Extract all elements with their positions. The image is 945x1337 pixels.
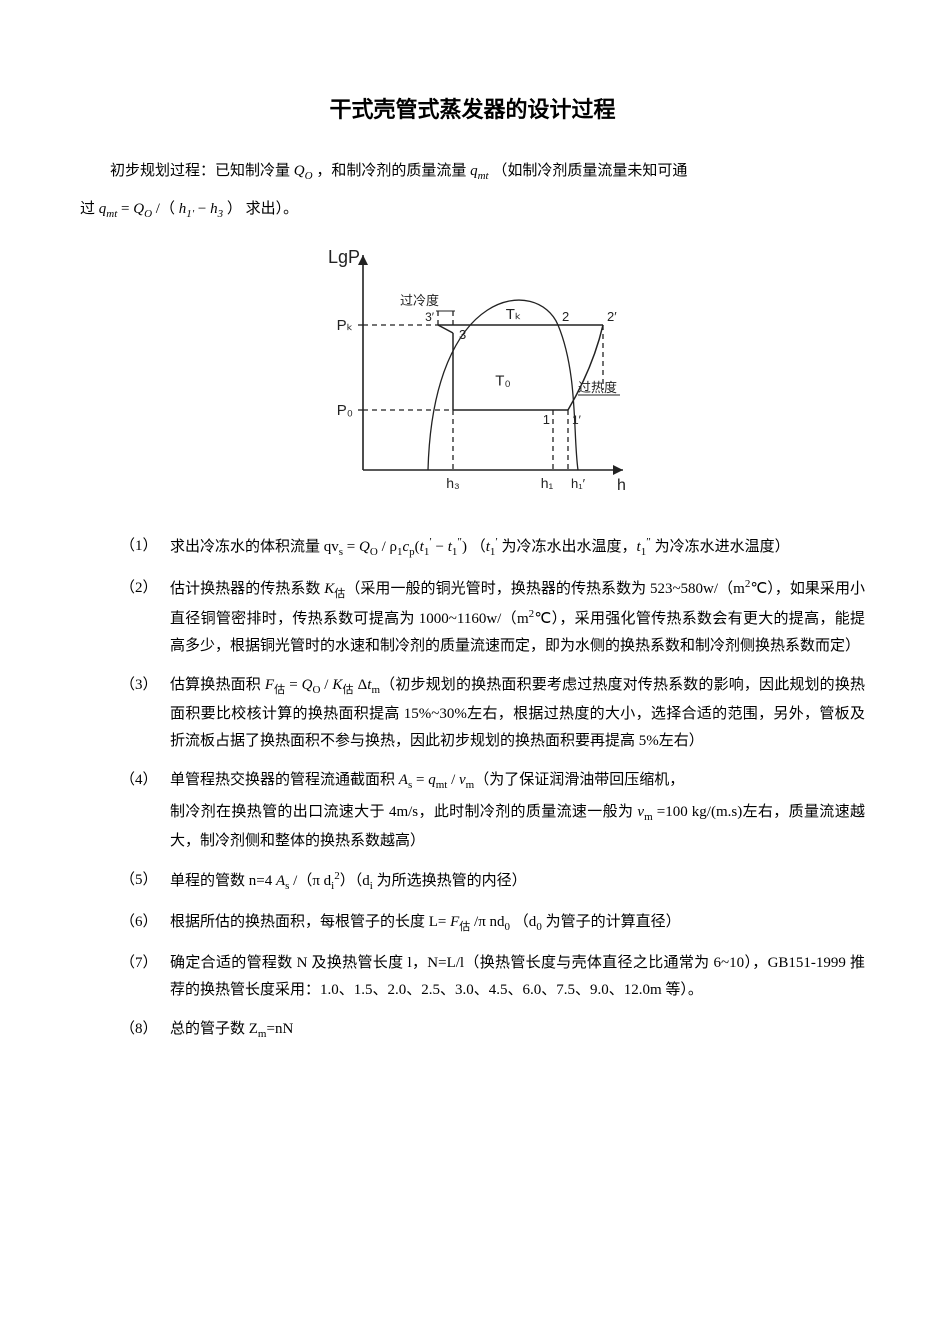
symbol-q: q <box>470 163 478 179</box>
svg-text:过冷度: 过冷度 <box>400 293 439 308</box>
item-body: 总的管子数 Zm=nN <box>170 1016 865 1049</box>
svg-text:3′: 3′ <box>425 310 435 324</box>
item-body: 估算换热面积 F估 = QO / K估 Δtm（初步规划的换热面积要考虑过热度对… <box>170 672 865 759</box>
sub: mt <box>106 208 117 220</box>
text: 初步规划过程：已知制冷量 <box>110 163 294 179</box>
item-text: 估计换热器的传热系数 K估（采用一般的铜光管时，换热器的传热系数为 523~58… <box>170 575 865 660</box>
svg-text:Pₖ: Pₖ <box>336 317 352 334</box>
item-body: 单程的管数 n=4 As /（π di2）（di 为所选换热管的内径） <box>170 867 865 901</box>
item-body: 单管程热交换器的管程流通截面积 As = qmt / vm（为了保证润滑油带回压… <box>170 767 865 860</box>
svg-text:h: h <box>617 477 626 494</box>
list-item: （4）单管程热交换器的管程流通截面积 As = qmt / vm（为了保证润滑油… <box>120 767 865 860</box>
sub: 1′ <box>186 208 194 220</box>
item-text: 总的管子数 Zm=nN <box>170 1016 865 1045</box>
svg-text:LgP: LgP <box>328 247 360 267</box>
sub: O <box>144 208 152 220</box>
item-text: 确定合适的管程数 N 及换热管长度 l，N=L/l（换热管长度与壳体直径之比通常… <box>170 950 865 1004</box>
svg-text:1: 1 <box>542 412 549 427</box>
item-number: （7） <box>120 950 170 1008</box>
svg-text:3: 3 <box>459 327 466 342</box>
item-text: 单程的管数 n=4 As /（π di2）（di 为所选换热管的内径） <box>170 867 865 897</box>
svg-text:h₁: h₁ <box>540 475 553 491</box>
list-item: （7）确定合适的管程数 N 及换热管长度 l，N=L/l（换热管长度与壳体直径之… <box>120 950 865 1008</box>
item-text: 制冷剂在换热管的出口流速大于 4m/s，此时制冷剂的质量流速一般为 vm =10… <box>170 799 865 855</box>
item-number: （4） <box>120 767 170 860</box>
items-list: （1）求出冷冻水的体积流量 qvs = QO / ρ1cp(t1′ − t1″)… <box>120 533 865 1048</box>
item-body: 确定合适的管程数 N 及换热管长度 l，N=L/l（换热管长度与壳体直径之比通常… <box>170 950 865 1008</box>
item-number: （8） <box>120 1016 170 1049</box>
svg-text:h₃: h₃ <box>446 475 460 491</box>
svg-text:P₀: P₀ <box>336 402 352 419</box>
sub: mt <box>478 170 489 182</box>
list-item: （5）单程的管数 n=4 As /（π di2）（di 为所选换热管的内径） <box>120 867 865 901</box>
item-text: 根据所估的换热面积，每根管子的长度 L= F估 /π nd0 （d0 为管子的计… <box>170 909 865 938</box>
sub: O <box>305 170 313 182</box>
document-page: 干式壳管式蒸发器的设计过程 初步规划过程：已知制冷量 QO ，和制冷剂的质量流量… <box>0 0 945 1105</box>
text: （如制冷剂质量流量未知可通 <box>492 163 687 179</box>
symbol-h: h <box>210 201 218 217</box>
text: ，和制冷剂的质量流量 <box>316 163 470 179</box>
list-item: （6）根据所估的换热面积，每根管子的长度 L= F估 /π nd0 （d0 为管… <box>120 909 865 942</box>
text: 过 <box>80 201 99 217</box>
item-number: （6） <box>120 909 170 942</box>
svg-text:2: 2 <box>562 309 569 324</box>
ph-diagram: LgP h Pₖ P₀ 过冷度过热度 Tₖ T₀ 3 3′ 2 2′ 1 1′ h₃ h₁ h₁′ <box>303 235 643 515</box>
svg-text:2′: 2′ <box>607 309 617 324</box>
intro-line-2: 过 qmt = QO /（ h1′ − h3 ） 求出）。 <box>80 196 865 225</box>
page-title: 干式壳管式蒸发器的设计过程 <box>80 90 865 130</box>
svg-text:T₀: T₀ <box>495 373 510 390</box>
svg-text:h₁′: h₁′ <box>570 476 585 491</box>
eq: = <box>121 201 133 217</box>
item-body: 求出冷冻水的体积流量 qvs = QO / ρ1cp(t1′ − t1″) （t… <box>170 533 865 567</box>
item-number: （5） <box>120 867 170 901</box>
text: ） <box>227 201 242 217</box>
list-item: （2）估计换热器的传热系数 K估（采用一般的铜光管时，换热器的传热系数为 523… <box>120 575 865 664</box>
svg-text:1′: 1′ <box>572 413 582 427</box>
list-item: （3）估算换热面积 F估 = QO / K估 Δtm（初步规划的换热面积要考虑过… <box>120 672 865 759</box>
item-body: 估计换热器的传热系数 K估（采用一般的铜光管时，换热器的传热系数为 523~58… <box>170 575 865 664</box>
sub: 3 <box>218 208 224 220</box>
text: 求出）。 <box>246 201 299 217</box>
list-item: （1）求出冷冻水的体积流量 qvs = QO / ρ1cp(t1′ − t1″)… <box>120 533 865 567</box>
svg-text:Tₖ: Tₖ <box>505 306 521 323</box>
item-text: 估算换热面积 F估 = QO / K估 Δtm（初步规划的换热面积要考虑过热度对… <box>170 672 865 755</box>
item-number: （2） <box>120 575 170 664</box>
symbol-Q: Q <box>133 201 144 217</box>
ph-diagram-svg: LgP h Pₖ P₀ 过冷度过热度 Tₖ T₀ 3 3′ 2 2′ 1 1′ h₃ h₁ h₁′ <box>303 235 643 505</box>
item-text: 求出冷冻水的体积流量 qvs = QO / ρ1cp(t1′ − t1″) （t… <box>170 533 865 563</box>
item-text: 单管程热交换器的管程流通截面积 As = qmt / vm（为了保证润滑油带回压… <box>170 767 865 796</box>
minus: − <box>198 201 210 217</box>
list-item: （8）总的管子数 Zm=nN <box>120 1016 865 1049</box>
text: /（ <box>156 201 175 217</box>
intro-line-1: 初步规划过程：已知制冷量 QO ，和制冷剂的质量流量 qmt （如制冷剂质量流量… <box>80 158 865 187</box>
symbol-Q: Q <box>294 163 305 179</box>
ph-diagram-container: LgP h Pₖ P₀ 过冷度过热度 Tₖ T₀ 3 3′ 2 2′ 1 1′ h₃ h₁ h₁′ <box>80 235 865 515</box>
item-number: （3） <box>120 672 170 759</box>
item-number: （1） <box>120 533 170 567</box>
item-body: 根据所估的换热面积，每根管子的长度 L= F估 /π nd0 （d0 为管子的计… <box>170 909 865 942</box>
svg-text:过热度: 过热度 <box>578 380 617 395</box>
